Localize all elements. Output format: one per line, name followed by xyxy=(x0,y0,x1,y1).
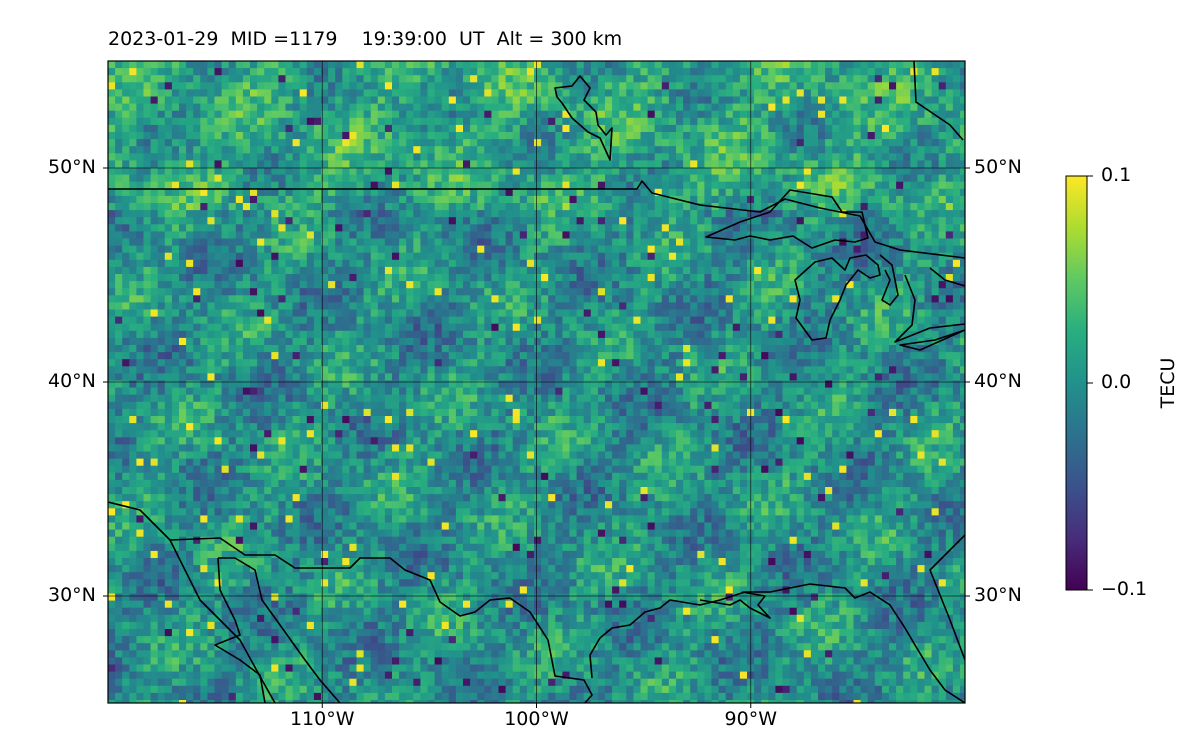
axis-ticks xyxy=(103,167,970,708)
gulf-of-california xyxy=(218,557,341,703)
colorbar-tick-label: 0.0 xyxy=(1101,371,1132,393)
lat-tick-label: 30°N xyxy=(974,584,1022,606)
lon-tick-label: 100°W xyxy=(504,708,569,730)
lake-michigan xyxy=(794,254,881,341)
baja-coast xyxy=(169,539,276,703)
lake-erie xyxy=(899,329,965,351)
lake-huron xyxy=(879,254,899,306)
lat-tick-label: 50°N xyxy=(48,156,96,178)
hudson-bay-coast xyxy=(913,61,964,141)
lat-tick-label: 40°N xyxy=(974,370,1022,392)
lake-superior xyxy=(705,189,869,249)
colorbar-ticks xyxy=(1087,175,1093,591)
lat-tick-label: 50°N xyxy=(974,156,1022,178)
plot-title: 2023-01-29 MID =1179 19:39:00 UT Alt = 3… xyxy=(108,28,623,50)
colorbar-tick-label: −0.1 xyxy=(1101,578,1148,600)
lat-tick-label: 30°N xyxy=(48,584,96,606)
michigan-east xyxy=(894,274,965,343)
gridlines xyxy=(108,61,965,703)
us-canada-border xyxy=(108,180,965,259)
lon-tick-label: 90°W xyxy=(724,708,777,730)
florida-west xyxy=(929,534,965,661)
colorbar-gradient xyxy=(1065,175,1088,591)
colorbar-tick-label: 0.1 xyxy=(1101,164,1132,186)
lake-ontario xyxy=(929,267,965,287)
colorbar-label: TECU xyxy=(1157,357,1179,409)
mississippi-delta xyxy=(699,591,771,619)
coastlines xyxy=(108,61,965,703)
gulf-coast xyxy=(108,501,593,703)
texas-coast xyxy=(589,583,965,703)
lon-tick-label: 110°W xyxy=(289,708,355,730)
lake-winnipeg xyxy=(554,75,613,161)
lat-tick-label: 40°N xyxy=(48,370,96,392)
tec-heatmap xyxy=(108,61,965,703)
baja-inner xyxy=(214,557,266,703)
